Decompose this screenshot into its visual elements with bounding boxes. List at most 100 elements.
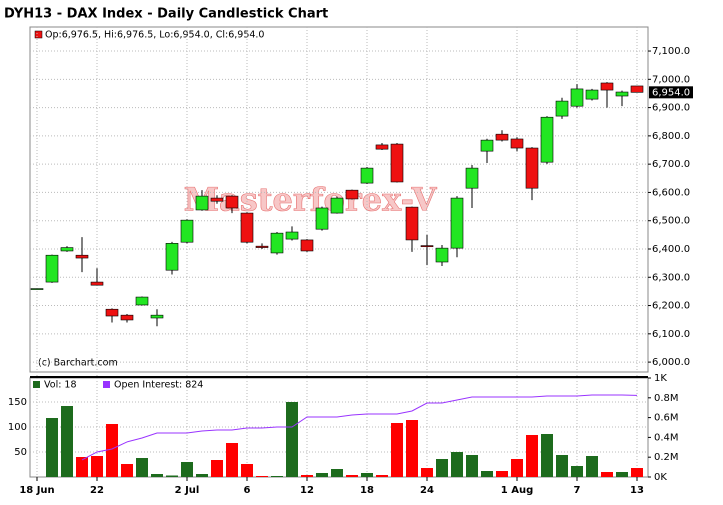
- volume-bar: [631, 468, 643, 477]
- candle-body: [45, 254, 59, 283]
- y-tick-label: 100: [8, 422, 27, 433]
- volume-bar: [361, 473, 373, 477]
- candle-body: [495, 133, 509, 141]
- candle-body: [300, 239, 314, 252]
- y-tick-label: 150: [8, 397, 27, 408]
- open-interest-line: [81, 394, 638, 461]
- y-tick-label: 7,000.0: [652, 74, 690, 85]
- legend-box: [34, 29, 266, 40]
- candle-body: [405, 206, 419, 241]
- candle-body: [540, 116, 554, 163]
- candle-body: [75, 254, 89, 259]
- volume-bar: [466, 455, 478, 477]
- candle-body: [315, 207, 329, 230]
- volume-bar: [256, 476, 268, 477]
- candle-body: [210, 197, 224, 202]
- y-tick-label: 6,000.0: [652, 357, 690, 368]
- chart-title: DYH13 - DAX Index - Daily Candlestick Ch…: [4, 7, 328, 22]
- legend-label: Vol: 18: [44, 380, 77, 391]
- y-tick-label: 6,600.0: [652, 187, 690, 198]
- legend-swatch: [103, 381, 110, 388]
- volume-bar: [121, 464, 133, 477]
- candle-body: [285, 231, 299, 240]
- volume-bar: [421, 468, 433, 477]
- volume-bar: [241, 464, 253, 477]
- candle-body: [330, 197, 344, 214]
- y2-tick-label: 0.8M: [654, 393, 679, 404]
- candle-body: [150, 314, 164, 319]
- y2-tick-label: 1K: [654, 373, 667, 384]
- volume-bar: [556, 455, 568, 477]
- volume-bar: [106, 424, 118, 477]
- volume-bar: [196, 474, 208, 477]
- volume-bar: [226, 443, 238, 477]
- x-tick-label: 6: [244, 485, 251, 496]
- volume-bar: [136, 458, 148, 477]
- x-tick-label: 12: [300, 485, 314, 496]
- candle-body: [480, 139, 494, 152]
- candle-body: [360, 167, 374, 184]
- x-tick-label: 1 Aug: [501, 485, 533, 496]
- volume-bar: [331, 469, 343, 477]
- volume-bar: [286, 402, 298, 477]
- y-tick-label: 6,200.0: [652, 301, 690, 312]
- y2-tick-label: 0.4M: [654, 432, 679, 443]
- volume-bar: [526, 435, 538, 477]
- volume-bar: [61, 406, 73, 477]
- candle-body: [420, 245, 434, 248]
- y2-tick-label: 0.2M: [654, 452, 679, 463]
- x-tick-label: 18: [360, 485, 374, 496]
- legend-swatch: [34, 30, 43, 39]
- volume-bar: [346, 475, 358, 477]
- volume-bar: [511, 459, 523, 477]
- y-tick-label: 6,100.0: [652, 329, 690, 340]
- y-tick-label: 6,400.0: [652, 244, 690, 255]
- volume-bar: [301, 475, 313, 477]
- price-panel: [29, 26, 649, 373]
- candle-body: [105, 308, 119, 317]
- volume-bar: [451, 452, 463, 477]
- x-tick-label: 13: [630, 485, 644, 496]
- volume-bar: [601, 472, 613, 477]
- volume-bar: [91, 456, 103, 477]
- x-tick-label: 7: [574, 485, 581, 496]
- candle-body: [465, 167, 479, 189]
- y-tick-label: 50: [14, 447, 27, 458]
- x-tick-label: 2 Jul: [175, 485, 200, 496]
- volume-bar: [76, 457, 88, 477]
- candle-body: [615, 91, 629, 97]
- y-tick-label: 6,900.0: [652, 103, 690, 114]
- y2-tick-label: 0K: [654, 472, 667, 483]
- volume-bar: [46, 418, 58, 477]
- volume-bar: [616, 472, 628, 477]
- volume-bar: [151, 474, 163, 477]
- x-tick-label: 24: [420, 485, 434, 496]
- volume-bar: [391, 423, 403, 477]
- y-tick-label: 6,300.0: [652, 272, 690, 283]
- candle-body: [180, 219, 194, 243]
- volume-bar: [541, 434, 553, 477]
- candle-body: [390, 143, 404, 183]
- volume-bar: [166, 475, 178, 477]
- candle-body: [225, 195, 239, 209]
- candle-body: [30, 288, 44, 290]
- candle-body: [435, 247, 449, 263]
- candle-body: [570, 88, 584, 107]
- volume-bar: [496, 471, 508, 477]
- candle-body: [375, 144, 389, 150]
- last-value-label: 6,954.0: [652, 87, 690, 98]
- candle-body: [510, 138, 524, 149]
- candle-body: [525, 147, 539, 189]
- volume-bar: [481, 471, 493, 477]
- volume-bar: [181, 462, 193, 477]
- y-tick-label: 6,500.0: [652, 216, 690, 227]
- y-tick-label: 6,700.0: [652, 159, 690, 170]
- candle-body: [270, 232, 284, 254]
- candle-body: [345, 189, 359, 200]
- volume-bar: [406, 420, 418, 477]
- volume-bar: [376, 475, 388, 477]
- y2-tick-label: 0.6M: [654, 413, 679, 424]
- volume-bar: [271, 476, 283, 477]
- candle-body: [120, 314, 134, 321]
